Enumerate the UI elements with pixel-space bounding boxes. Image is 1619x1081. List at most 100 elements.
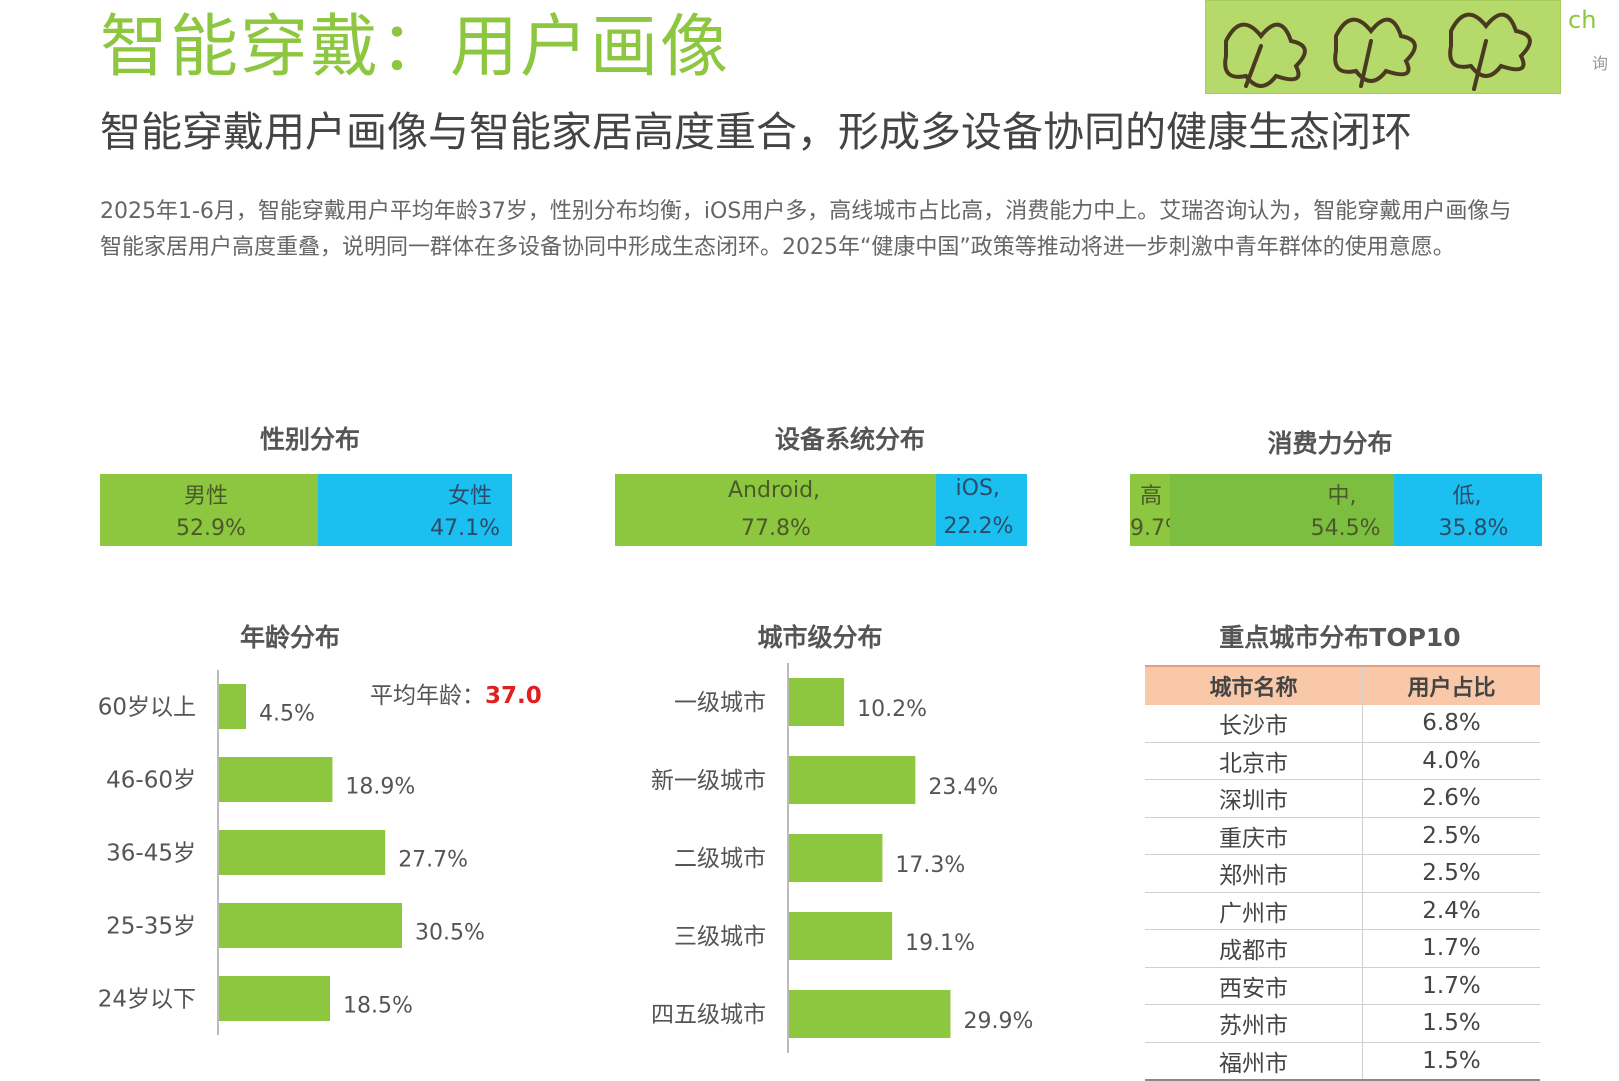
bar xyxy=(219,757,333,802)
bar xyxy=(789,678,845,726)
os-stacked-bar: Android, 77.8% iOS, 22.2% xyxy=(615,474,1027,546)
city-share-cell: 1.5% xyxy=(1362,1042,1540,1081)
average-age-annotation: 平均年龄：37.0 xyxy=(370,676,542,710)
stack-segment: 高 9.7% xyxy=(1130,474,1186,546)
column-header: 城市名称 xyxy=(1145,665,1363,705)
stack-segment: 中, 54.5% xyxy=(1169,474,1395,546)
segment-category: 男性 xyxy=(184,484,229,509)
segment-category: iOS, xyxy=(955,476,1000,501)
data-label: 10.2% xyxy=(857,697,927,722)
average-age-value: 37.0 xyxy=(485,683,542,709)
table-row: 广州市 2.4% xyxy=(1145,892,1540,930)
bar xyxy=(789,834,883,882)
table-row: 福州市 1.5% xyxy=(1145,1042,1540,1081)
segment-category: 女性 xyxy=(447,484,492,509)
city-name-cell: 郑州市 xyxy=(1145,854,1363,893)
city-name-cell: 深圳市 xyxy=(1145,779,1363,818)
data-label: 30.5% xyxy=(415,921,485,946)
bar xyxy=(219,684,246,729)
city-name-cell: 重庆市 xyxy=(1145,817,1363,855)
stack-segment: 低, 35.8% xyxy=(1394,474,1542,546)
gender-chart-title: 性别分布 xyxy=(259,425,360,454)
data-label: 4.5% xyxy=(259,702,315,727)
bar xyxy=(219,976,330,1021)
data-label: 23.4% xyxy=(928,775,998,800)
stack-segment: iOS, 22.2% xyxy=(935,474,1027,546)
logo-side-text: ch xyxy=(1568,6,1597,34)
segment-category: Android, xyxy=(728,478,821,503)
os-chart-title: 设备系统分布 xyxy=(774,425,925,454)
data-label: 29.9% xyxy=(963,1009,1033,1034)
consumption-chart-title: 消费力分布 xyxy=(1267,429,1393,458)
consumption-stacked-bar: 高 9.7% 中, 54.5% 低, 35.8% xyxy=(1130,474,1542,546)
clover-doodle-icon xyxy=(1223,12,1532,91)
page-title: 智能穿戴：用户画像 xyxy=(100,8,731,87)
city-share-cell: 2.5% xyxy=(1362,817,1540,855)
page-subtitle: 智能穿戴用户画像与智能家居高度重合，形成多设备协同的健康生态闭环 xyxy=(100,108,1412,156)
segment-label: 52.9% xyxy=(176,516,246,541)
logo-side-subtext: 询 xyxy=(1592,54,1609,73)
city-share-cell: 2.4% xyxy=(1362,892,1540,930)
stack-segment: 女性 47.1% xyxy=(317,474,512,546)
age-chart-title: 年龄分布 xyxy=(239,623,340,652)
table-row: 苏州市 1.5% xyxy=(1145,1004,1540,1043)
category-label: 36-45岁 xyxy=(106,841,196,867)
gender-stacked-bar: 男性 52.9% 女性 47.1% xyxy=(100,474,512,546)
data-label: 18.5% xyxy=(343,994,413,1019)
city-share-cell: 2.5% xyxy=(1362,854,1540,893)
stack-segment: 男性 52.9% xyxy=(100,474,318,546)
top-cities-title: 重点城市分布TOP10 xyxy=(1219,623,1461,652)
bar xyxy=(219,903,402,948)
city-name-cell: 成都市 xyxy=(1145,929,1363,968)
city-name-cell: 长沙市 xyxy=(1145,705,1363,743)
data-label: 27.7% xyxy=(398,848,468,873)
segment-label: 35.8% xyxy=(1438,516,1509,541)
data-label: 18.9% xyxy=(345,775,415,800)
segment-label: 54.5% xyxy=(1310,516,1381,541)
category-label: 一级城市 xyxy=(674,690,766,716)
category-label: 60岁以上 xyxy=(98,695,196,721)
age-bar-chart: 60岁以上 4.5% 46-60岁 18.9% 36-45岁 27.7% 25-35岁 30.… xyxy=(98,670,485,1035)
bar xyxy=(789,990,951,1038)
table-row: 深圳市 2.6% xyxy=(1145,779,1540,818)
category-label: 新一级城市 xyxy=(651,768,766,794)
city-name-cell: 北京市 xyxy=(1145,742,1363,780)
column-header: 用户占比 xyxy=(1362,665,1540,705)
table-row: 郑州市 2.5% xyxy=(1145,854,1540,893)
category-label: 24岁以下 xyxy=(98,987,196,1013)
city-name-cell: 福州市 xyxy=(1145,1042,1363,1081)
category-label: 三级城市 xyxy=(674,924,766,950)
table-row: 长沙市 6.8% xyxy=(1145,705,1540,743)
category-label: 46-60岁 xyxy=(106,768,196,794)
city-name-cell: 苏州市 xyxy=(1145,1004,1363,1043)
city-share-cell: 4.0% xyxy=(1362,742,1540,780)
segment-category: 中, xyxy=(1327,484,1357,509)
city-share-cell: 1.7% xyxy=(1362,929,1540,968)
segment-label: 22.2% xyxy=(943,514,1014,539)
city-share-cell: 1.5% xyxy=(1362,1004,1540,1043)
category-label: 二级城市 xyxy=(674,846,766,872)
city-share-cell: 1.7% xyxy=(1362,967,1540,1005)
table-row: 成都市 1.7% xyxy=(1145,929,1540,968)
city-name-cell: 广州市 xyxy=(1145,892,1363,930)
category-label: 四五级城市 xyxy=(651,1002,766,1028)
table-row: 西安市 1.7% xyxy=(1145,967,1540,1005)
data-label: 17.3% xyxy=(895,853,965,878)
segment-label: 77.8% xyxy=(741,516,811,541)
bar xyxy=(789,756,916,804)
city-name-cell: 西安市 xyxy=(1145,967,1363,1005)
summary-paragraph: 2025年1-6月，智能穿戴用户平均年龄37岁，性别分布均衡，iOS用户多，高线… xyxy=(100,199,1512,260)
segment-category: 高 xyxy=(1140,484,1163,509)
table-row: 重庆市 2.5% xyxy=(1145,817,1540,855)
data-label: 19.1% xyxy=(905,931,975,956)
average-age-label: 平均年龄： xyxy=(370,683,485,709)
bar xyxy=(219,830,386,875)
segment-category: 低, xyxy=(1452,484,1482,509)
top-cities-table: 城市名称 用户占比 长沙市 6.8% 北京市 4.0% 深圳市 2.6% 重庆市 2.5% 郑州… xyxy=(1145,665,1540,1081)
segment-label: 47.1% xyxy=(430,516,500,541)
table-header-row: 城市名称 用户占比 xyxy=(1145,665,1540,705)
city-tier-bar-chart: 一级城市 10.2% 新一级城市 23.4% 二级城市 17.3% 三级城市 19.1% 四五级… xyxy=(651,663,1033,1053)
category-label: 25-35岁 xyxy=(106,914,196,940)
clover-logo-image xyxy=(1205,0,1561,94)
table-row: 北京市 4.0% xyxy=(1145,742,1540,780)
